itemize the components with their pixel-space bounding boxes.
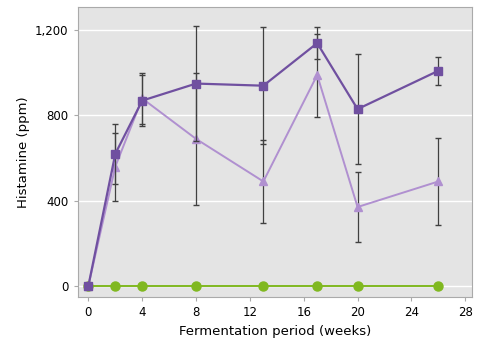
- Y-axis label: Histamine (ppm): Histamine (ppm): [16, 96, 30, 208]
- X-axis label: Fermentation period (weeks): Fermentation period (weeks): [179, 325, 371, 338]
